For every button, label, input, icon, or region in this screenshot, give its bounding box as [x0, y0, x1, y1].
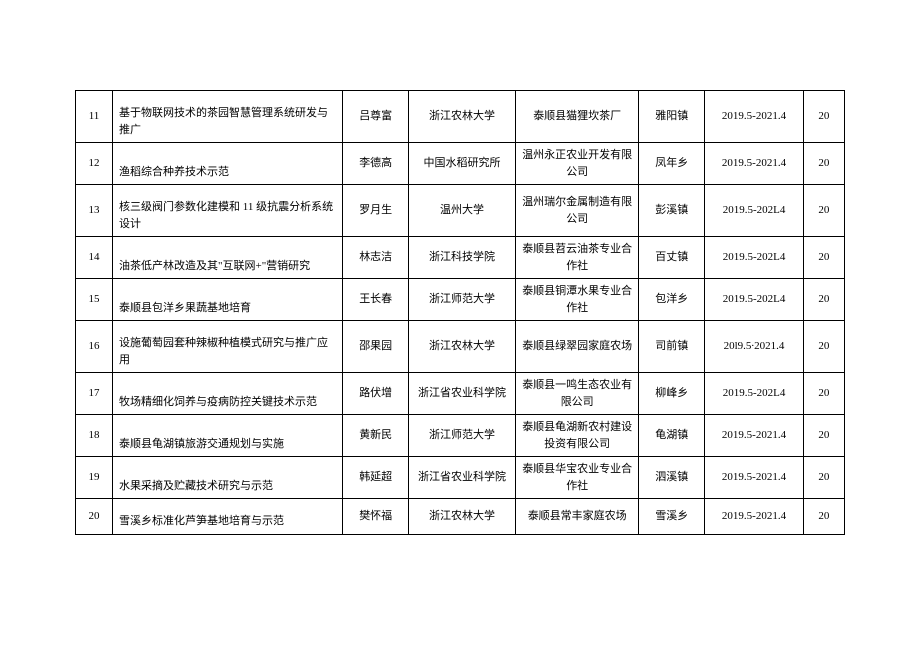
cell-company: 泰顺县苕云油茶专业合作社 — [516, 237, 639, 279]
cell-town: 柳峰乡 — [639, 373, 705, 415]
cell-date: 20l9.5∙2021.4 — [705, 321, 804, 373]
cell-idx: 13 — [76, 185, 113, 237]
cell-person: 邵果园 — [343, 321, 409, 373]
cell-univ: 温州大学 — [409, 185, 516, 237]
cell-univ: 浙江农林大学 — [409, 321, 516, 373]
cell-date: 2019.5-2021.4 — [705, 415, 804, 457]
cell-town: 司前镇 — [639, 321, 705, 373]
cell-company: 泰顺县龟湖新农村建设投资有限公司 — [516, 415, 639, 457]
table-row: 13核三级阀门参数化建模和 11 级抗震分析系统设计罗月生温州大学温州瑞尔金属制… — [76, 185, 845, 237]
cell-idx: 14 — [76, 237, 113, 279]
cell-name: 雪溪乡标准化芦笋基地培育与示范 — [113, 499, 343, 535]
cell-count: 20 — [803, 321, 844, 373]
projects-table: 11基于物联网技术的茶园智慧管理系统研发与推广吕尊富浙江农林大学泰顺县猫狸坎茶厂… — [75, 90, 845, 535]
cell-person: 路伏增 — [343, 373, 409, 415]
cell-count: 20 — [803, 373, 844, 415]
cell-idx: 15 — [76, 279, 113, 321]
cell-idx: 16 — [76, 321, 113, 373]
cell-univ: 浙江师范大学 — [409, 415, 516, 457]
cell-univ: 浙江省农业科学院 — [409, 457, 516, 499]
cell-town: 包洋乡 — [639, 279, 705, 321]
cell-company: 泰顺县华宝农业专业合作社 — [516, 457, 639, 499]
cell-person: 李德高 — [343, 143, 409, 185]
table-row: 16设施葡萄园套种辣椒种植模式研究与推广应用邵果园浙江农林大学泰顺县绿翠园家庭农… — [76, 321, 845, 373]
cell-name: 基于物联网技术的茶园智慧管理系统研发与推广 — [113, 91, 343, 143]
cell-count: 20 — [803, 457, 844, 499]
cell-person: 罗月生 — [343, 185, 409, 237]
cell-company: 泰顺县猫狸坎茶厂 — [516, 91, 639, 143]
cell-idx: 17 — [76, 373, 113, 415]
cell-person: 吕尊富 — [343, 91, 409, 143]
cell-date: 2019.5-202L4 — [705, 237, 804, 279]
cell-person: 王长春 — [343, 279, 409, 321]
cell-name: 泰顺县龟湖镇旅游交通规划与实施 — [113, 415, 343, 457]
cell-idx: 11 — [76, 91, 113, 143]
table-row: 14油茶低产林改造及其"互联网+"营销研究林志洁浙江科技学院泰顺县苕云油茶专业合… — [76, 237, 845, 279]
cell-name: 水果采摘及贮藏技术研究与示范 — [113, 457, 343, 499]
cell-name: 渔稻综合种养技术示范 — [113, 143, 343, 185]
cell-company: 泰顺县铜潭水果专业合作社 — [516, 279, 639, 321]
table-body: 11基于物联网技术的茶园智慧管理系统研发与推广吕尊富浙江农林大学泰顺县猫狸坎茶厂… — [76, 91, 845, 535]
cell-company: 泰顺县常丰家庭农场 — [516, 499, 639, 535]
table-row: 15泰顺县包洋乡果蔬基地培育王长春浙江师范大学泰顺县铜潭水果专业合作社包洋乡20… — [76, 279, 845, 321]
cell-town: 雪溪乡 — [639, 499, 705, 535]
cell-date: 2019.5-2021.4 — [705, 91, 804, 143]
cell-town: 雅阳镇 — [639, 91, 705, 143]
cell-town: 百丈镇 — [639, 237, 705, 279]
cell-town: 凤年乡 — [639, 143, 705, 185]
table-row: 18泰顺县龟湖镇旅游交通规划与实施黄新民浙江师范大学泰顺县龟湖新农村建设投资有限… — [76, 415, 845, 457]
cell-date: 2019.5-202L4 — [705, 279, 804, 321]
cell-univ: 浙江农林大学 — [409, 91, 516, 143]
cell-univ: 中国水稻研究所 — [409, 143, 516, 185]
cell-person: 樊怀福 — [343, 499, 409, 535]
cell-town: 龟湖镇 — [639, 415, 705, 457]
cell-town: 彭溪镇 — [639, 185, 705, 237]
cell-univ: 浙江农林大学 — [409, 499, 516, 535]
cell-name: 牧场精细化饲养与疫病防控关键技术示范 — [113, 373, 343, 415]
cell-town: 泗溪镇 — [639, 457, 705, 499]
cell-count: 20 — [803, 143, 844, 185]
cell-company: 温州永正农业开发有限公司 — [516, 143, 639, 185]
cell-company: 温州瑞尔金属制造有限公司 — [516, 185, 639, 237]
cell-date: 2019.5-202L4 — [705, 373, 804, 415]
table-row: 20雪溪乡标准化芦笋基地培育与示范樊怀福浙江农林大学泰顺县常丰家庭农场雪溪乡20… — [76, 499, 845, 535]
table-row: 12渔稻综合种养技术示范李德高中国水稻研究所温州永正农业开发有限公司凤年乡201… — [76, 143, 845, 185]
cell-idx: 12 — [76, 143, 113, 185]
cell-date: 2019.5-202L4 — [705, 185, 804, 237]
cell-univ: 浙江省农业科学院 — [409, 373, 516, 415]
cell-idx: 19 — [76, 457, 113, 499]
cell-count: 20 — [803, 185, 844, 237]
cell-person: 韩延超 — [343, 457, 409, 499]
cell-univ: 浙江师范大学 — [409, 279, 516, 321]
cell-person: 黄新民 — [343, 415, 409, 457]
cell-name: 核三级阀门参数化建模和 11 级抗震分析系统设计 — [113, 185, 343, 237]
cell-univ: 浙江科技学院 — [409, 237, 516, 279]
cell-count: 20 — [803, 91, 844, 143]
cell-company: 泰顺县一鸣生态农业有限公司 — [516, 373, 639, 415]
cell-name: 设施葡萄园套种辣椒种植模式研究与推广应用 — [113, 321, 343, 373]
cell-count: 20 — [803, 415, 844, 457]
cell-idx: 18 — [76, 415, 113, 457]
cell-name: 泰顺县包洋乡果蔬基地培育 — [113, 279, 343, 321]
cell-count: 20 — [803, 499, 844, 535]
cell-name: 油茶低产林改造及其"互联网+"营销研究 — [113, 237, 343, 279]
table-row: 17牧场精细化饲养与疫病防控关键技术示范路伏增浙江省农业科学院泰顺县一鸣生态农业… — [76, 373, 845, 415]
cell-count: 20 — [803, 237, 844, 279]
table-row: 11基于物联网技术的茶园智慧管理系统研发与推广吕尊富浙江农林大学泰顺县猫狸坎茶厂… — [76, 91, 845, 143]
cell-person: 林志洁 — [343, 237, 409, 279]
cell-count: 20 — [803, 279, 844, 321]
cell-company: 泰顺县绿翠园家庭农场 — [516, 321, 639, 373]
cell-idx: 20 — [76, 499, 113, 535]
cell-date: 2019.5-2021.4 — [705, 457, 804, 499]
table-row: 19水果采摘及贮藏技术研究与示范韩延超浙江省农业科学院泰顺县华宝农业专业合作社泗… — [76, 457, 845, 499]
cell-date: 2019.5-2021.4 — [705, 499, 804, 535]
cell-date: 2019.5-2021.4 — [705, 143, 804, 185]
